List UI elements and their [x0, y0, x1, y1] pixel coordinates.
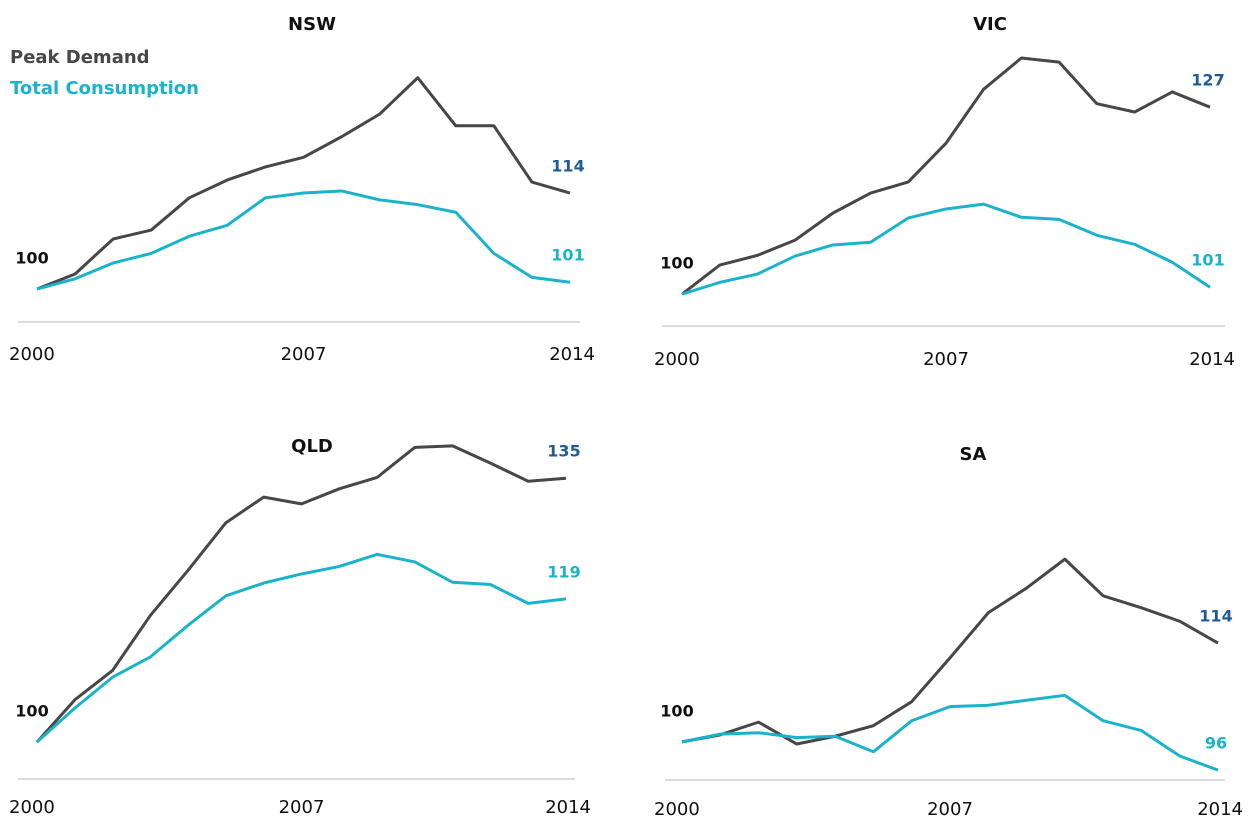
x-tick-label: 2000 — [9, 797, 55, 818]
chart-title: VIC — [973, 14, 1007, 35]
data-label: 119 — [547, 562, 580, 581]
data-label: 100 — [15, 249, 48, 268]
chart-title: SA — [960, 444, 987, 465]
legend-entry: Total Consumption — [10, 78, 199, 99]
series-line — [35, 552, 567, 744]
data-label: 96 — [1205, 734, 1227, 753]
data-label: 100 — [660, 701, 693, 720]
series-line — [681, 56, 1211, 296]
data-label: 127 — [1191, 71, 1224, 90]
series-line — [681, 693, 1219, 772]
x-tick-label: 2014 — [1197, 799, 1243, 820]
chart-title: NSW — [288, 14, 336, 35]
data-label: 101 — [1191, 251, 1224, 270]
chart-title: QLD — [291, 436, 333, 457]
x-tick-label: 2007 — [923, 349, 969, 370]
series-line — [681, 557, 1219, 746]
data-label: 135 — [547, 442, 580, 461]
x-tick-label: 2000 — [654, 799, 700, 820]
data-label: 114 — [551, 157, 584, 176]
x-tick-label: 2007 — [279, 797, 325, 818]
x-tick-label: 2014 — [545, 797, 591, 818]
data-label: 100 — [15, 702, 48, 721]
data-label: 100 — [660, 254, 693, 273]
x-tick-label: 2007 — [281, 344, 327, 365]
data-label: 101 — [551, 246, 584, 265]
x-tick-label: 2000 — [9, 344, 55, 365]
data-label: 114 — [1199, 607, 1232, 626]
series-line — [36, 76, 571, 291]
x-tick-label: 2000 — [654, 349, 700, 370]
series-line — [681, 202, 1211, 296]
legend-entry: Peak Demand — [10, 47, 150, 68]
x-tick-label: 2014 — [1189, 349, 1235, 370]
x-tick-label: 2014 — [549, 344, 595, 365]
x-tick-label: 2007 — [927, 799, 973, 820]
series-line — [36, 189, 571, 291]
series-line — [35, 444, 567, 744]
